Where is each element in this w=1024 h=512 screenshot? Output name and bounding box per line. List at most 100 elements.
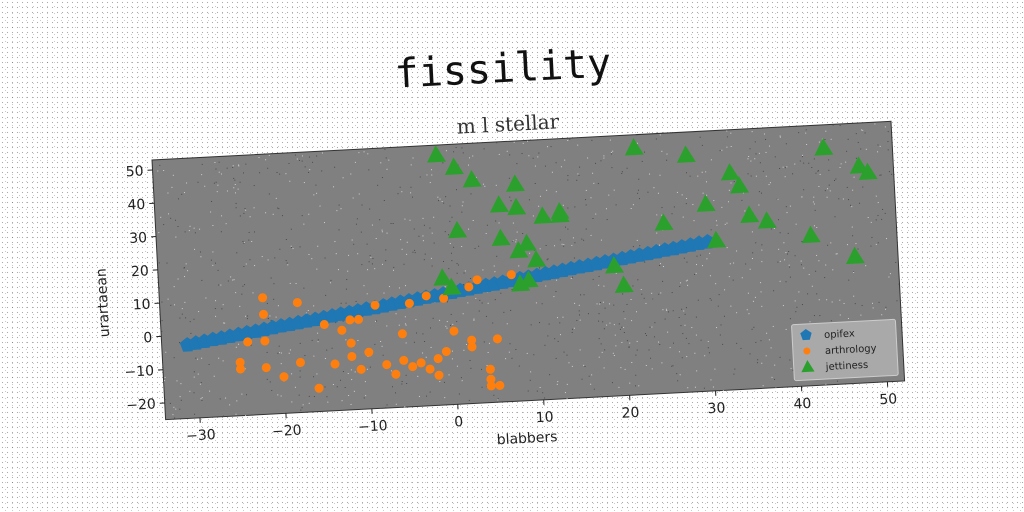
x-tick-label: −30: [186, 427, 216, 445]
jettiness-point: [506, 174, 526, 192]
arthrology-point: [354, 314, 364, 324]
arthrology-point: [347, 351, 357, 361]
jettiness-point: [507, 197, 527, 216]
arthrology-point: [345, 315, 355, 325]
arthrology-point: [486, 374, 496, 384]
arthrology-point: [506, 270, 516, 280]
jettiness-point: [489, 195, 509, 213]
y-tick-label: 20: [131, 263, 150, 280]
jettiness-point: [730, 176, 750, 194]
y-tick-label: 0: [143, 330, 153, 346]
jettiness-point: [740, 205, 760, 223]
x-axis-label: blabbers: [496, 429, 558, 448]
y-tick-label: 10: [132, 297, 151, 314]
y-tick-label: 50: [125, 163, 144, 180]
jettiness-point: [442, 277, 462, 296]
y-tick-label: −10: [124, 363, 154, 381]
arthrology-point: [258, 293, 268, 303]
arthrology-point: [397, 329, 407, 339]
arthrology-point: [472, 275, 482, 285]
x-tick-label: 50: [879, 391, 898, 408]
legend-marker-arthrology: [803, 347, 811, 355]
arthrology-point: [449, 326, 459, 336]
jettiness-point: [757, 211, 777, 229]
jettiness-point: [444, 157, 464, 175]
x-tick-label: 30: [707, 400, 726, 417]
arthrology-point: [399, 355, 409, 365]
arthrology-point: [467, 342, 477, 352]
arthrology-point: [421, 291, 431, 301]
arthrology-point: [425, 364, 435, 374]
arthrology-point: [330, 359, 340, 369]
x-tick-label: 10: [535, 409, 554, 426]
jettiness-point: [858, 162, 878, 181]
jettiness-point: [433, 268, 453, 286]
arthrology-point: [492, 334, 502, 344]
arthrology-point: [346, 338, 356, 348]
x-tick-label: −20: [272, 423, 302, 441]
arthrology-point: [441, 347, 451, 357]
arthrology-point: [433, 354, 443, 364]
x-tick-label: 0: [454, 414, 464, 430]
y-tick-label: −20: [126, 396, 156, 414]
series-jettiness: [427, 138, 878, 296]
jettiness-point: [624, 138, 644, 156]
legend-marker-opifex: [800, 329, 812, 341]
arthrology-point: [319, 320, 329, 330]
y-tick-label: 30: [129, 230, 148, 247]
arthrology-point: [382, 360, 392, 370]
arthrology-point: [258, 309, 268, 319]
arthrology-point: [485, 364, 495, 374]
plot-area: −30 −20 −10 0 10 20 30 40 50 −20 −10 0 10 20 30 40 50 bla…: [94, 120, 906, 448]
jettiness-point: [427, 145, 446, 163]
arthrology-point: [364, 347, 374, 357]
jettiness-point: [720, 163, 740, 181]
arthrology-point: [439, 293, 449, 303]
legend-box: [791, 318, 899, 382]
arthrology-point: [279, 372, 289, 382]
jettiness-point: [845, 246, 865, 265]
x-tick-label: −10: [358, 418, 388, 436]
jettiness-point: [491, 228, 511, 247]
series-arthrology: [235, 270, 516, 393]
arthrology-point: [243, 337, 253, 347]
arthrology-point: [434, 370, 444, 380]
legend: opifex arthrology jettiness: [791, 318, 899, 382]
jettiness-point: [707, 230, 727, 249]
jettiness-point: [614, 275, 634, 293]
arthrology-point: [416, 358, 426, 368]
arthrology-point: [370, 300, 380, 310]
jettiness-point: [605, 255, 625, 274]
jettiness-point: [517, 233, 537, 252]
legend-label-opifex: opifex: [824, 328, 855, 341]
legend-marker-jettiness: [801, 359, 815, 373]
jettiness-point: [676, 145, 696, 163]
jettiness-point: [801, 225, 821, 244]
jettiness-point: [527, 250, 547, 268]
arthrology-point: [337, 325, 347, 335]
jettiness-point: [654, 213, 674, 231]
arthrology-point: [464, 282, 474, 292]
legend-label-jettiness: jettiness: [824, 360, 868, 373]
jettiness-point: [448, 220, 468, 239]
y-axis-label: urartaean: [94, 268, 114, 338]
arthrology-point: [260, 336, 270, 346]
arthrology-point: [292, 298, 302, 308]
arthrology-point: [495, 380, 505, 390]
arthrology-point: [235, 357, 245, 367]
x-tick-label: 20: [621, 405, 640, 422]
jettiness-point: [533, 206, 553, 224]
arthrology-point: [404, 298, 414, 308]
legend-label-arthrology: arthrology: [825, 343, 877, 357]
arthrology-point: [467, 335, 477, 345]
jettiness-point: [550, 205, 570, 223]
arthrology-point: [356, 364, 366, 374]
arthrology-point: [236, 364, 246, 374]
arthrology-point: [391, 369, 401, 379]
arthrology-point: [295, 358, 305, 368]
chart-subtitle: m l stellar: [456, 109, 560, 138]
jettiness-point: [696, 194, 716, 212]
chart-title: fissility: [394, 40, 613, 97]
